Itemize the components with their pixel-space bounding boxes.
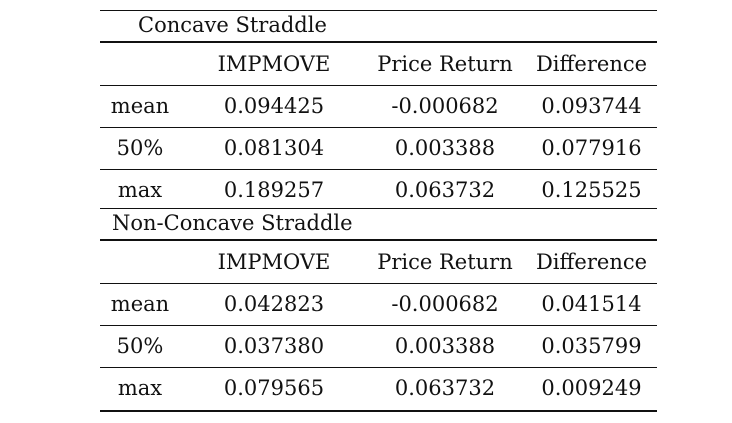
row-rule <box>100 127 657 128</box>
impmove-value: 0.081304 <box>223 136 325 160</box>
row-label: max <box>117 376 163 400</box>
column-header-blank <box>100 242 180 282</box>
title-rule <box>100 239 657 241</box>
row-label: mean <box>110 292 170 316</box>
impmove-value: 0.094425 <box>223 94 325 118</box>
column-header-impmove: IMPMOVE <box>217 52 331 76</box>
price-return-value: 0.063732 <box>394 376 496 400</box>
price-return-value: -0.000682 <box>391 292 499 316</box>
difference-value: 0.009249 <box>541 376 642 400</box>
difference-value: 0.035799 <box>541 334 642 358</box>
difference-value: 0.077916 <box>541 136 642 160</box>
table-row-max: max 0.189257 0.063732 0.125525 <box>100 170 657 210</box>
header-row: IMPMOVE Price Return Difference <box>100 44 657 84</box>
impmove-value: 0.189257 <box>223 178 325 202</box>
difference-value: 0.041514 <box>541 292 642 316</box>
bottom-rule <box>100 410 657 412</box>
column-header-price-return: Price Return <box>377 250 513 274</box>
price-return-value: 0.003388 <box>394 136 496 160</box>
price-return-value: 0.063732 <box>394 178 496 202</box>
table-row-mean: mean 0.042823 -0.000682 0.041514 <box>100 284 657 324</box>
difference-value: 0.093744 <box>541 94 642 118</box>
row-rule <box>100 325 657 326</box>
difference-value: 0.125525 <box>541 178 642 202</box>
row-rule <box>100 169 657 170</box>
column-header-blank <box>100 44 180 84</box>
impmove-value: 0.037380 <box>223 334 325 358</box>
column-header-impmove: IMPMOVE <box>217 250 331 274</box>
top-rule <box>100 208 657 209</box>
row-rule <box>100 85 657 86</box>
price-return-value: 0.003388 <box>394 334 496 358</box>
impmove-value: 0.079565 <box>223 376 325 400</box>
row-label: max <box>117 178 163 202</box>
table-row-mean: mean 0.094425 -0.000682 0.093744 <box>100 86 657 126</box>
impmove-value: 0.042823 <box>223 292 325 316</box>
row-rule <box>100 283 657 284</box>
table-title: Non-Concave Straddle <box>112 211 353 235</box>
row-label: 50% <box>116 136 164 160</box>
column-header-difference: Difference <box>535 250 648 274</box>
table-row-max: max 0.079565 0.063732 0.009249 <box>100 368 657 408</box>
top-rule <box>100 10 657 11</box>
table-row-50-percent: 50% 0.081304 0.003388 0.077916 <box>100 128 657 168</box>
column-header-difference: Difference <box>535 52 648 76</box>
column-header-price-return: Price Return <box>377 52 513 76</box>
table-title: Concave Straddle <box>138 13 327 37</box>
table-row-50-percent: 50% 0.037380 0.003388 0.035799 <box>100 326 657 366</box>
row-label: mean <box>110 94 170 118</box>
row-rule <box>100 367 657 368</box>
header-row: IMPMOVE Price Return Difference <box>100 242 657 282</box>
row-label: 50% <box>116 334 164 358</box>
title-rule <box>100 41 657 43</box>
price-return-value: -0.000682 <box>391 94 499 118</box>
